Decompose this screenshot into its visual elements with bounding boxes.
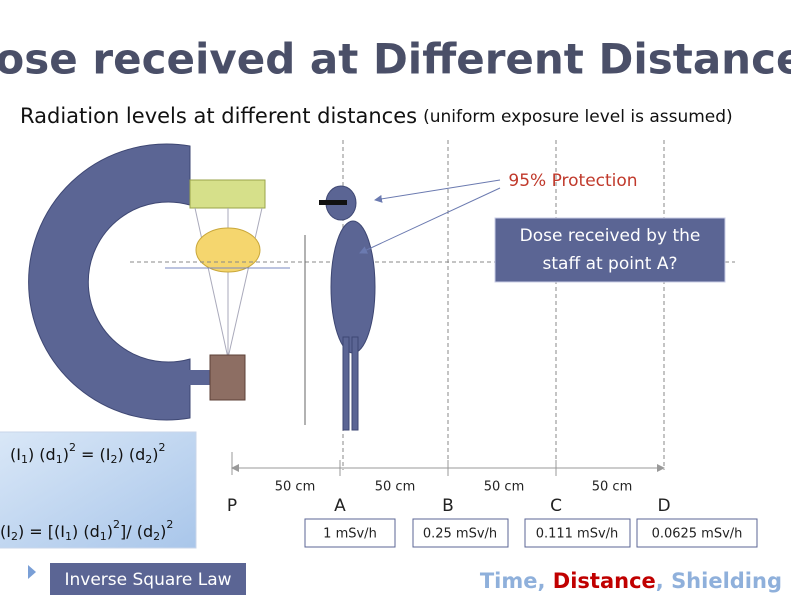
dose: 1 mSv/h (323, 527, 377, 542)
point: P (227, 496, 237, 516)
dose: 0.25 mSv/h (423, 527, 497, 542)
point: B (442, 496, 454, 516)
text-part: 2 (158, 441, 165, 454)
dose: 0.0625 mSv/h (652, 527, 743, 542)
subtitle-note: (uniform exposure level is assumed) (423, 107, 733, 127)
text-part: 2 (145, 453, 152, 466)
distance: 50 cm (592, 480, 633, 495)
text-part: = (I (76, 445, 111, 464)
text-part: ) = [(I (18, 522, 65, 541)
text-part: , (656, 569, 671, 593)
text-part: , (537, 569, 552, 593)
distance: 50 cm (484, 480, 525, 495)
bullet (28, 565, 36, 579)
text-part: ) (d (72, 522, 100, 541)
arrow (374, 179, 501, 203)
text-part: 2 (69, 441, 76, 454)
text-part: 1 (21, 453, 28, 466)
text-part: ) (107, 522, 113, 541)
text-part: 2 (11, 530, 18, 543)
protection-label: 95% Protection (508, 171, 637, 191)
formula: (I2) = [(I1) (d1)2]/ (d2)2 (0, 518, 173, 543)
subtitle-main: Radiation levels at different distances (20, 104, 417, 128)
law: Inverse Square Law (64, 570, 231, 590)
point: D (657, 496, 670, 516)
question: staff at point A? (543, 254, 678, 274)
dose-boxes (304, 518, 758, 548)
text-part: 1 (56, 453, 63, 466)
text-part: 2 (153, 530, 160, 543)
question-box (494, 217, 726, 283)
footer: Time, Distance, Shielding (480, 569, 782, 593)
text-part: ) (63, 445, 69, 464)
question: Dose received by the (520, 226, 701, 246)
text-part: 2 (113, 518, 120, 531)
distance: 50 cm (275, 480, 316, 495)
text-part: ]/ (d (120, 522, 153, 541)
formula: (I1) (d1)2 = (I2) (d2)2 (10, 441, 165, 466)
text-part: 2 (111, 453, 118, 466)
text-part: 1 (100, 530, 107, 543)
text-part: (I (0, 522, 11, 541)
text-part: 1 (65, 530, 72, 543)
law-box (50, 563, 246, 595)
point: C (550, 496, 562, 516)
text-part: 2 (166, 518, 173, 531)
title: Dose received at Different Distances (0, 35, 791, 84)
text-part: ) (160, 522, 166, 541)
subtitle: Radiation levels at different distances (… (20, 104, 733, 128)
gantry (28, 143, 266, 421)
text-part: Shielding (671, 569, 782, 593)
text-part: Time (480, 569, 538, 593)
dose: 0.111 mSv/h (536, 527, 619, 542)
text-part: ) (152, 445, 158, 464)
arrow (359, 187, 501, 254)
text-part: Distance (553, 569, 656, 593)
person (319, 185, 376, 431)
text-part: ) (d (28, 445, 56, 464)
measure (231, 452, 665, 476)
text-part: (I (10, 445, 21, 464)
formula-box (0, 431, 197, 549)
distance: 50 cm (375, 480, 416, 495)
point: A (334, 496, 346, 516)
text-part: ) (d (118, 445, 146, 464)
